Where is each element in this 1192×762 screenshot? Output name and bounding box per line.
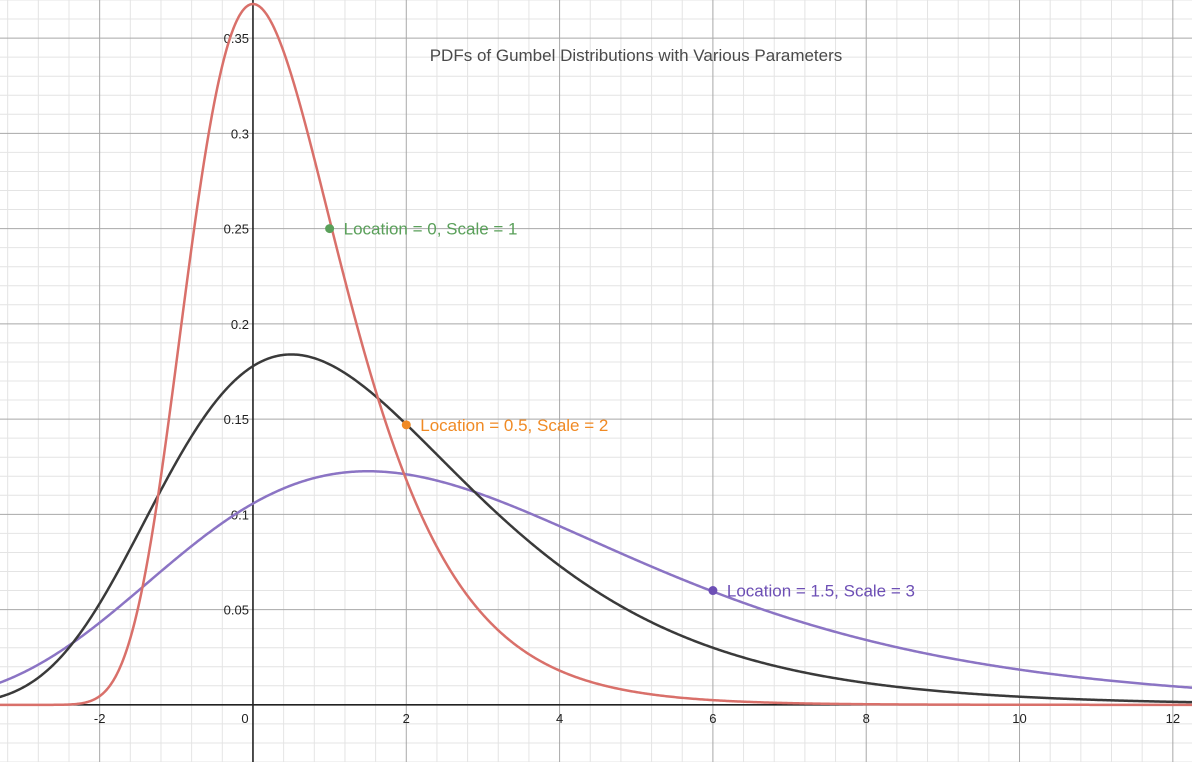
annotation-label-3: Location = 1.5, Scale = 3	[727, 582, 915, 601]
pdf-curve-series-2	[0, 353, 1192, 704]
x-tick-label: 12	[1166, 711, 1180, 726]
annotation-label-2: Location = 0.5, Scale = 2	[420, 416, 608, 435]
annotation-label-1: Location = 0, Scale = 1	[344, 220, 518, 239]
y-axis-tick-labels: 0.050.10.150.20.250.30.35	[224, 31, 249, 618]
y-tick-label: 0.15	[224, 412, 249, 427]
y-tick-label: 0.1	[231, 507, 249, 522]
x-tick-label: -2	[94, 711, 106, 726]
point-annotations: Location = 0, Scale = 1 Location = 0.5, S…	[325, 220, 915, 601]
x-tick-label: 8	[863, 711, 870, 726]
x-tick-label: 2	[403, 711, 410, 726]
chart-title: PDFs of Gumbel Distributions with Variou…	[430, 46, 843, 65]
x-axis-tick-labels: -2 2 4 6 8 10 12 0	[94, 711, 1180, 726]
y-tick-label: 0.2	[231, 317, 249, 332]
y-tick-label: 0.05	[224, 603, 249, 618]
x-tick-label: 6	[709, 711, 716, 726]
pdf-curve-series-3	[0, 470, 1192, 689]
annotation-point-1[interactable]	[325, 224, 335, 234]
annotation-point-2[interactable]	[401, 420, 411, 430]
pdf-curves	[0, 2, 1192, 707]
origin-label: 0	[241, 711, 248, 726]
y-tick-label: 0.3	[231, 126, 249, 141]
x-tick-label: 10	[1012, 711, 1026, 726]
x-tick-label: 4	[556, 711, 563, 726]
y-tick-label: 0.25	[224, 222, 249, 237]
annotation-point-3[interactable]	[708, 586, 718, 596]
pdf-curve-series-1	[0, 2, 1192, 707]
